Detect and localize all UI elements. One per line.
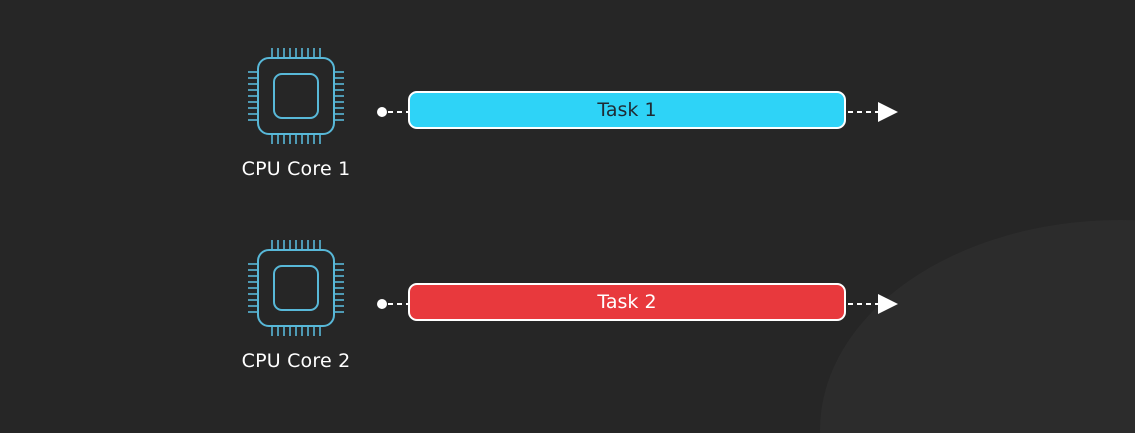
cpu-core-label: CPU Core 1	[241, 158, 351, 180]
cpu-chip-icon	[248, 48, 344, 144]
arrow-head-icon	[878, 294, 898, 314]
core-row-1: CPU Core 1 Task 1	[0, 40, 1135, 200]
cpu-core-label: CPU Core 2	[241, 350, 351, 372]
start-dot	[377, 299, 387, 309]
arrow-head-icon	[878, 102, 898, 122]
timeline-track	[377, 102, 898, 122]
start-dot	[377, 107, 387, 117]
cpu-chip-icon	[248, 240, 344, 336]
task-bar-1: Task 1	[408, 91, 846, 129]
timeline-track	[377, 294, 898, 314]
task-bar-2: Task 2	[408, 283, 846, 321]
core-row-2: CPU Core 2 Task 2	[0, 232, 1135, 392]
